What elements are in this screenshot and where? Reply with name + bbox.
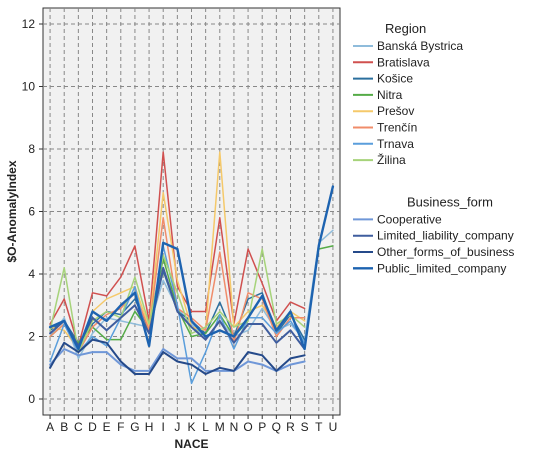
y-tick-label: 10 <box>22 80 36 94</box>
y-tick-label: 2 <box>28 330 35 344</box>
x-tick-label: D <box>88 420 97 434</box>
series-line <box>49 248 306 353</box>
x-tick-label: H <box>145 420 154 434</box>
x-tick-label: E <box>103 420 111 434</box>
legend-label: Trnava <box>377 137 414 151</box>
axes: 0 2 4 6 8 10 12 A B C D E F G H I J K L M N O P Q R S T U <box>22 17 338 434</box>
y-tick-label: 4 <box>28 267 35 281</box>
legend-label: Public_limited_company <box>377 261 506 275</box>
x-tick-label: N <box>230 420 239 434</box>
legend-label: Nitra <box>377 88 403 102</box>
legend-label: Bratislava <box>377 55 430 69</box>
x-tick-label: S <box>301 420 309 434</box>
x-tick-label: J <box>174 420 180 434</box>
legend-label: Cooperative <box>377 212 442 226</box>
legend-label: Prešov <box>377 104 414 118</box>
y-tick-label: 0 <box>28 392 35 406</box>
y-tick-label: 8 <box>28 142 35 156</box>
legend-label: Limited_liability_company <box>377 229 514 243</box>
x-tick-label: P <box>258 420 266 434</box>
x-tick-label: Q <box>272 420 281 434</box>
legend: Region Banská Bystrica Bratislava Košice Nit… <box>353 21 514 275</box>
x-tick-label: C <box>74 420 83 434</box>
series-line <box>49 266 306 350</box>
legend-label: Other_forms_of_business <box>377 245 514 259</box>
x-tick-label: M <box>215 420 225 434</box>
series-lines <box>48 151 335 385</box>
series-line <box>49 348 306 372</box>
series-line <box>48 185 335 351</box>
x-tick-label: B <box>60 420 68 434</box>
legend-label: Banská Bystrica <box>377 39 463 53</box>
y-tick-label: 6 <box>28 205 35 219</box>
series-line <box>49 338 306 375</box>
y-tick-label: 12 <box>22 17 36 31</box>
x-tick-label: G <box>130 420 139 434</box>
legend-label: Trenčín <box>377 121 417 135</box>
x-tick-label: L <box>202 420 209 434</box>
legend-label: Žilina <box>377 152 406 167</box>
x-tick-label: R <box>286 420 295 434</box>
x-tick-label: O <box>243 420 252 434</box>
series-line <box>49 151 306 347</box>
x-tick-label: A <box>46 420 54 434</box>
y-axis-title: $O-AnomalyIndex <box>5 160 19 262</box>
legend-group-title: Region <box>385 21 426 36</box>
series-line <box>49 229 334 360</box>
series-line <box>49 245 306 385</box>
legend-group-title: Business_form <box>407 194 493 209</box>
x-tick-label: K <box>187 420 195 434</box>
x-tick-label: T <box>315 420 323 434</box>
x-tick-label: F <box>117 420 124 434</box>
x-tick-label: U <box>329 420 338 434</box>
x-tick-label: I <box>162 420 165 434</box>
x-axis-title: NACE <box>174 437 208 451</box>
legend-label: Košice <box>377 72 413 86</box>
